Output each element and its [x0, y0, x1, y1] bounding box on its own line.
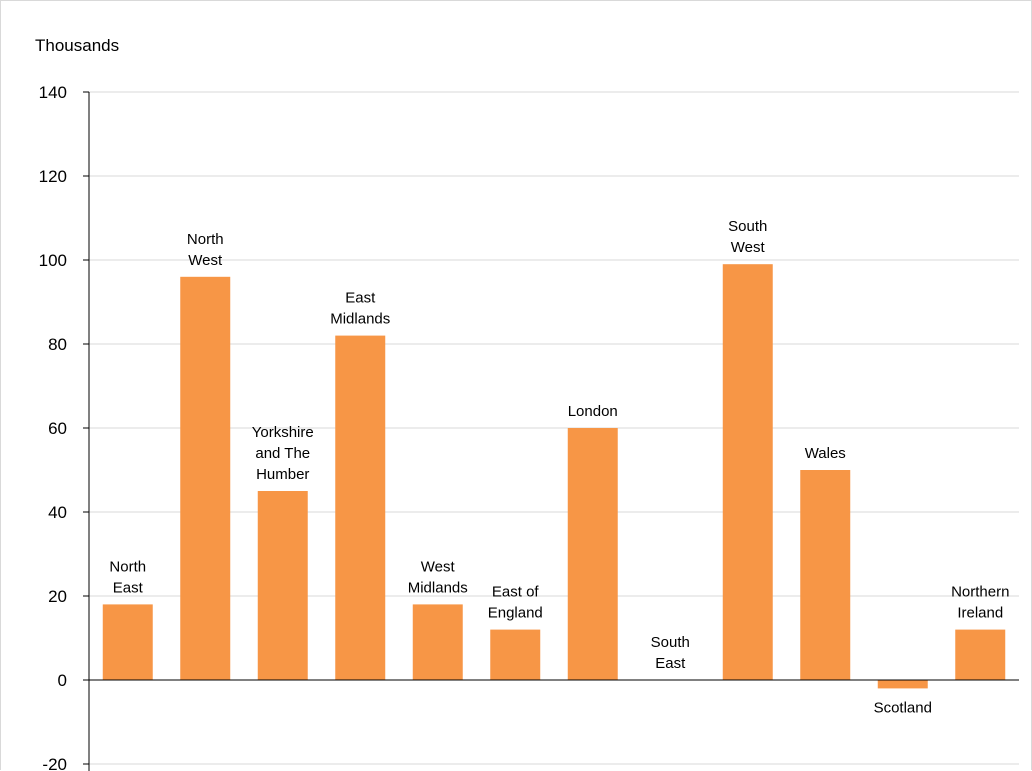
- gridlines: [89, 91, 1019, 765]
- category-label: South West: [728, 218, 767, 256]
- y-tick-label: 140: [39, 83, 67, 102]
- y-tick-label: 0: [58, 671, 67, 690]
- category-label-line: Midlands: [408, 579, 468, 596]
- bar: [257, 491, 308, 680]
- category-label-line: Northern: [951, 584, 1009, 601]
- category-label: Scotland: [874, 699, 932, 716]
- category-label: Yorkshire and The Humber: [252, 424, 314, 483]
- y-tick-label: 120: [39, 167, 67, 186]
- category-label-line: Midlands: [330, 311, 390, 328]
- bar: [180, 276, 231, 680]
- category-label-line: Wales: [805, 445, 846, 462]
- category-label: Northern Ireland: [951, 584, 1009, 622]
- bar: [335, 335, 386, 680]
- y-tick-label: 100: [39, 251, 67, 270]
- y-tick-label: 20: [48, 587, 67, 606]
- y-tick-label: 60: [48, 419, 67, 438]
- bar: [102, 604, 153, 680]
- category-label-line: South: [651, 634, 690, 651]
- category-label-line: England: [488, 605, 543, 622]
- category-label: West Midlands: [408, 558, 468, 596]
- category-label: Wales: [805, 445, 846, 462]
- category-label-line: Humber: [256, 466, 309, 483]
- category-label: North West: [187, 231, 224, 269]
- bar: [567, 428, 618, 680]
- category-label-line: East of: [492, 584, 540, 601]
- bar: [955, 629, 1006, 680]
- category-label-line: London: [568, 403, 618, 420]
- category-label: London: [568, 403, 618, 420]
- category-label-line: Scotland: [874, 699, 932, 716]
- y-axis-unit-label: Thousands: [35, 36, 119, 55]
- category-label-line: North: [109, 558, 146, 575]
- category-label-line: South: [728, 218, 767, 235]
- y-tick-label: 40: [48, 503, 67, 522]
- bar: [722, 264, 773, 680]
- category-label: North East: [109, 558, 146, 596]
- category-label-line: Yorkshire: [252, 424, 314, 441]
- y-tick-label: -20: [42, 755, 67, 771]
- bar: [412, 604, 463, 680]
- category-label: South East: [651, 634, 690, 672]
- bar: [490, 629, 541, 680]
- category-label-line: East: [113, 579, 144, 596]
- category-label-line: West: [421, 558, 456, 575]
- category-label-line: and The: [255, 445, 310, 462]
- category-label: East of England: [488, 584, 543, 622]
- bar: [800, 470, 851, 680]
- category-label-line: East: [345, 290, 376, 307]
- category-label-line: North: [187, 231, 224, 248]
- category-label: East Midlands: [330, 290, 390, 328]
- category-label-line: Ireland: [957, 605, 1003, 622]
- bar: [877, 680, 928, 689]
- category-label-line: West: [731, 239, 766, 256]
- y-tick-label: 80: [48, 335, 67, 354]
- category-label-line: East: [655, 655, 686, 672]
- labels: -20 0 20 40 60 80 100 120 140 North East North West Y…: [39, 83, 1010, 771]
- bars: [102, 264, 1006, 689]
- axes: [83, 91, 1019, 771]
- category-label-line: West: [188, 252, 223, 269]
